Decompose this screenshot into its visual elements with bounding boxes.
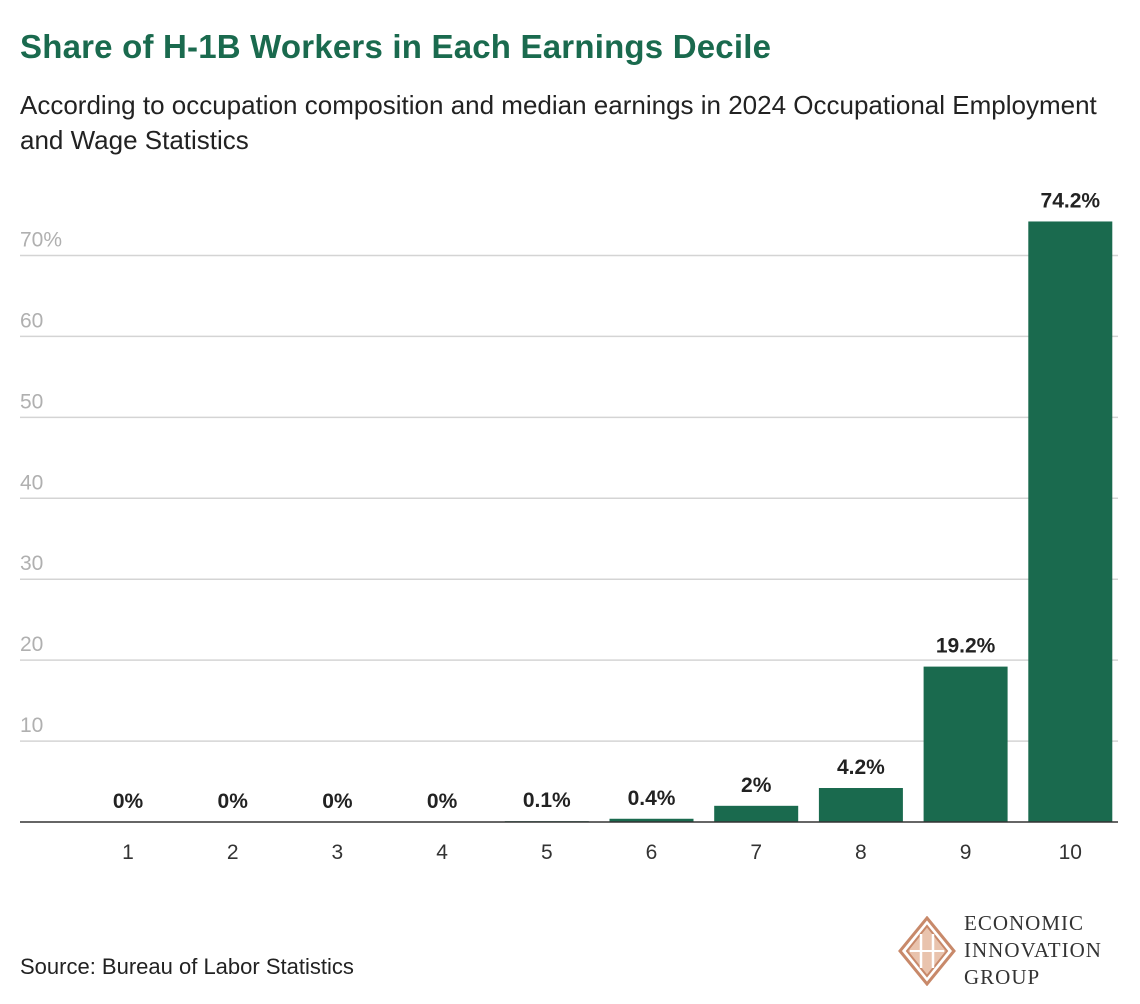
y-tick-label: 20	[20, 633, 43, 656]
y-tick-label: 50	[20, 390, 43, 413]
x-tick-label: 1	[122, 841, 134, 864]
eig-logo: ECONOMIC INNOVATION GROUP	[898, 910, 1138, 990]
data-label: 0.4%	[628, 787, 676, 810]
y-tick-label: 30	[20, 552, 43, 575]
source-note: Source: Bureau of Labor Statistics	[20, 954, 354, 979]
data-label: 0.1%	[523, 789, 571, 812]
logo-wordmark: ECONOMIC INNOVATION GROUP	[964, 910, 1102, 991]
x-tick-label: 9	[960, 841, 972, 864]
y-tick-label: 70%	[20, 228, 62, 251]
logo-line-2: INNOVATION	[964, 938, 1102, 962]
logo-line-1: ECONOMIC	[964, 911, 1085, 935]
y-tick-label: 10	[20, 714, 43, 737]
data-label: 0%	[218, 790, 249, 813]
x-tick-label: 7	[750, 841, 762, 864]
chart-subtitle: According to occupation composition and …	[20, 90, 1097, 155]
data-label: 19.2%	[936, 635, 996, 658]
x-tick-label: 3	[332, 841, 344, 864]
bar-decile-9	[923, 666, 1008, 822]
chart-title: Share of H-1B Workers in Each Earnings D…	[20, 28, 772, 65]
data-label: 0%	[113, 790, 144, 813]
data-label: 2%	[741, 774, 772, 797]
y-tick-label: 60	[20, 309, 43, 332]
data-label: 0%	[322, 790, 353, 813]
y-axis-ticks: 10 20 30 40 50 60 70%	[20, 228, 62, 737]
data-label: 0%	[427, 790, 458, 813]
bar-decile-7	[714, 805, 799, 822]
data-label: 74.2%	[1041, 189, 1101, 212]
bar-decile-8	[818, 788, 903, 822]
x-tick-label: 8	[855, 841, 867, 864]
data-labels: 0% 0% 0% 0% 0.1% 0.4% 2% 4.2% 19.2% 74.2%	[113, 189, 1101, 813]
x-tick-label: 2	[227, 841, 239, 864]
x-tick-label: 10	[1059, 841, 1082, 864]
gridlines	[20, 254, 1118, 742]
diamond-logo-icon	[898, 916, 956, 986]
x-tick-label: 5	[541, 841, 553, 864]
data-label: 4.2%	[837, 756, 885, 779]
x-tick-label: 6	[646, 841, 658, 864]
x-axis-ticks: 1 2 3 4 5 6 7 8 9 10	[122, 841, 1082, 864]
x-tick-label: 4	[436, 841, 448, 864]
y-tick-label: 40	[20, 471, 43, 494]
bars	[504, 221, 1113, 822]
bar-decile-6	[609, 818, 694, 822]
logo-line-3: GROUP	[964, 965, 1041, 989]
bar-decile-10	[1028, 221, 1113, 822]
